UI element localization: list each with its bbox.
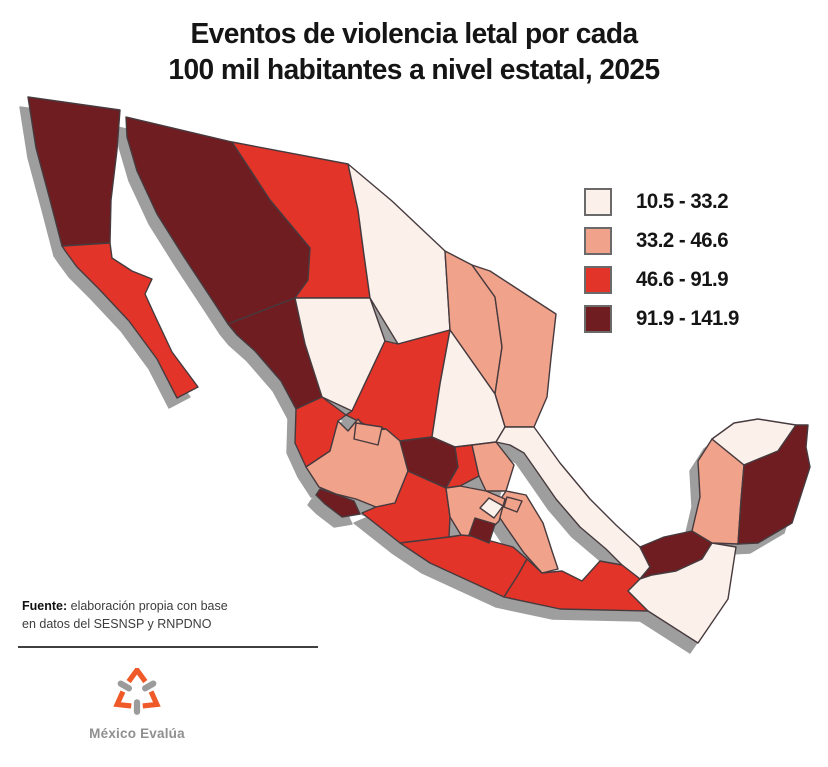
state-chiapas (627, 542, 737, 644)
logo-text: México Evalúa (89, 726, 185, 741)
source-note: Fuente: elaboración propia con base en d… (22, 598, 322, 633)
legend-swatch-4 (584, 305, 612, 333)
source-prefix: Fuente: (22, 599, 68, 613)
source-line2: en datos del SESNSP y RNPDNO (22, 616, 212, 631)
state-sonora (125, 116, 311, 325)
state-baja-california-sur (61, 242, 199, 399)
legend-label-4: 91.9 - 141.9 (636, 307, 739, 330)
chart-title-line1: Eventos de violencia letal por cada (190, 18, 638, 50)
legend: 10.5 - 33.2 33.2 - 46.6 46.6 - 91.9 91.9… (584, 188, 742, 344)
chart-title: Eventos de violencia letal por cada 100 … (0, 16, 828, 88)
state-guerrero (399, 533, 528, 598)
state-colima (315, 488, 361, 518)
state-tlaxcala (503, 496, 523, 513)
state-baja-california (27, 96, 121, 247)
source-line1: elaboración propia con base (67, 599, 228, 613)
state-ciudad-de-mexico (479, 497, 504, 519)
chart-title-line2: 100 mil habitantes a nivel estatal, 2025 (168, 54, 660, 86)
legend-item: 46.6 - 91.9 (584, 266, 742, 294)
state-hidalgo (471, 441, 515, 492)
legend-swatch-2 (584, 227, 612, 255)
mexico-evalua-logo: México Evalúa (62, 668, 212, 741)
legend-swatch-3 (584, 266, 612, 294)
state-morelos (468, 517, 496, 544)
legend-item: 91.9 - 141.9 (584, 305, 742, 333)
legend-label-3: 46.6 - 91.9 (636, 268, 729, 291)
legend-label-2: 33.2 - 46.6 (636, 229, 729, 252)
state-quintana-roo (737, 424, 811, 545)
state-aguascalientes (353, 422, 383, 446)
divider-line (18, 646, 318, 648)
legend-swatch-1 (584, 188, 612, 216)
legend-item: 10.5 - 33.2 (584, 188, 742, 216)
legend-label-1: 10.5 - 33.2 (636, 190, 729, 213)
logo-star-icon (113, 668, 161, 715)
legend-item: 33.2 - 46.6 (584, 227, 742, 255)
